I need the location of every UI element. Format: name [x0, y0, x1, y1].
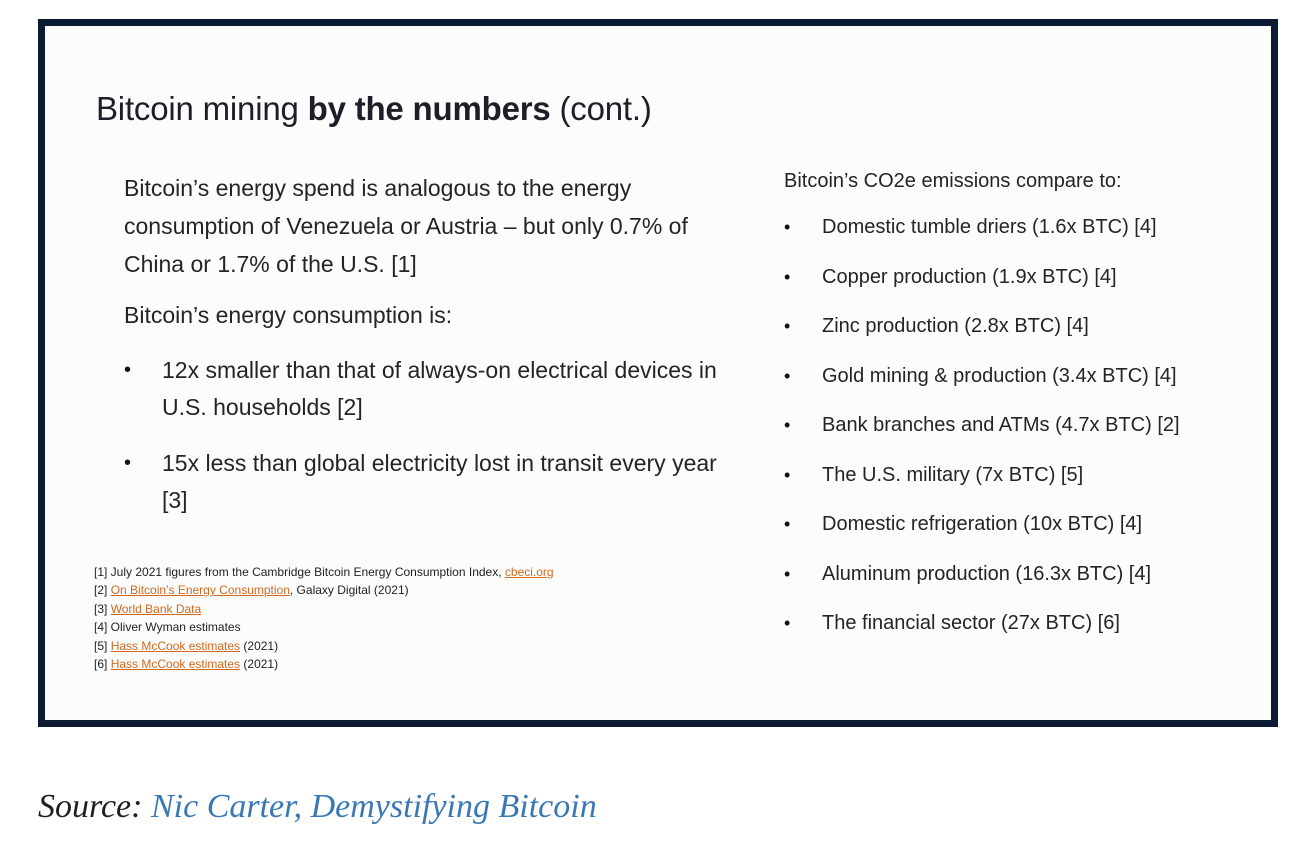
reference-item: [1] July 2021 figures from the Cambridge…	[94, 563, 734, 581]
bullet-icon: •	[784, 415, 791, 435]
energy-comparison-list: • 12x smaller than that of always-on elec…	[124, 352, 724, 538]
reference-suffix: , Galaxy Digital (2021)	[289, 583, 409, 598]
title-part-regular: Bitcoin mining	[96, 90, 308, 127]
reference-link[interactable]: World Bank Data	[110, 601, 202, 616]
list-item-text: The U.S. military (7x BTC) [5]	[822, 463, 1084, 486]
reference-text: [6]	[94, 657, 111, 672]
reference-text: [1] July 2021 figures from the Cambridge…	[94, 565, 505, 579]
reference-item: [5] Hass McCook estimates (2021)	[94, 637, 734, 655]
list-item: • Zinc production (2.8x BTC) [4]	[784, 313, 1180, 363]
list-item: • Aluminum production (16.3x BTC) [4]	[784, 561, 1180, 611]
list-item-text: 15x less than global electricity lost in…	[162, 450, 717, 513]
source-label: Source:	[38, 788, 143, 825]
list-item-text: Domestic refrigeration (10x BTC) [4]	[822, 513, 1143, 535]
list-item-text: Copper production (1.9x BTC) [4]	[822, 265, 1117, 288]
bullet-icon: •	[784, 613, 791, 633]
reference-suffix: (2021)	[240, 657, 279, 672]
bullet-icon: •	[784, 365, 791, 386]
bullet-icon: •	[784, 563, 791, 584]
title-part-suffix: (cont.)	[550, 90, 652, 127]
list-item: • Domestic tumble driers (1.6x BTC) [4]	[784, 214, 1180, 264]
title-part-bold: by the numbers	[307, 90, 551, 127]
reference-text: [5]	[94, 638, 111, 653]
list-item: • 15x less than global electricity lost i…	[124, 445, 724, 519]
emissions-comparison-list: • Domestic tumble driers (1.6x BTC) [4] •…	[784, 214, 1180, 660]
reference-item: [6] Hass McCook estimates (2021)	[94, 655, 734, 673]
reference-item: [2] On Bitcoin’s Energy Consumption, Gal…	[94, 581, 734, 599]
reference-text: [3]	[94, 601, 111, 616]
bullet-icon: •	[124, 452, 132, 474]
list-item: • Gold mining & production (3.4x BTC) [4]	[784, 363, 1180, 413]
source-link[interactable]: Nic Carter, Demystifying Bitcoin	[150, 788, 597, 825]
reference-link[interactable]: cbeci.org	[504, 565, 554, 579]
emissions-lead-text: Bitcoin’s CO2e emissions compare to:	[784, 170, 1122, 192]
reference-text: [4] Oliver Wyman estimates	[94, 620, 241, 635]
reference-link[interactable]: On Bitcoin’s Energy Consumption	[110, 583, 290, 598]
reference-link[interactable]: Hass McCook estimates	[110, 657, 241, 672]
bullet-icon: •	[784, 464, 791, 485]
energy-lead-text: Bitcoin’s energy consumption is:	[124, 302, 453, 328]
list-item-text: Domestic tumble driers (1.6x BTC) [4]	[822, 216, 1157, 238]
references: [1] July 2021 figures from the Cambridge…	[94, 563, 734, 673]
list-item: • 12x smaller than that of always-on elec…	[124, 352, 724, 426]
reference-item: [4] Oliver Wyman estimates	[94, 618, 734, 636]
list-item-text: The financial sector (27x BTC) [6]	[822, 612, 1120, 634]
list-item-text: Bank branches and ATMs (4.7x BTC) [2]	[822, 414, 1180, 436]
list-item-text: Gold mining & production (3.4x BTC) [4]	[822, 364, 1177, 387]
slide: Bitcoin mining by the numbers (cont.) Bi…	[45, 26, 1271, 720]
bullet-icon: •	[784, 217, 791, 237]
reference-item: [3] World Bank Data	[94, 600, 734, 618]
list-item: • Bank branches and ATMs (4.7x BTC) [2]	[784, 412, 1180, 462]
reference-suffix: (2021)	[240, 638, 279, 653]
intro-paragraph: Bitcoin’s energy spend is analogous to t…	[124, 175, 688, 277]
reference-link[interactable]: Hass McCook estimates	[110, 638, 241, 653]
bullet-icon: •	[784, 514, 791, 534]
bullet-icon: •	[124, 359, 132, 381]
list-item-text: 12x smaller than that of always-on elect…	[162, 357, 717, 420]
bullet-icon: •	[784, 266, 791, 287]
list-item-text: Aluminum production (16.3x BTC) [4]	[822, 562, 1152, 585]
list-item: • The U.S. military (7x BTC) [5]	[784, 462, 1180, 512]
list-item: • Domestic refrigeration (10x BTC) [4]	[784, 511, 1180, 561]
list-item-text: Zinc production (2.8x BTC) [4]	[822, 315, 1089, 337]
slide-title: Bitcoin mining by the numbers (cont.)	[96, 90, 652, 128]
list-item: • Copper production (1.9x BTC) [4]	[784, 264, 1180, 314]
bullet-icon: •	[784, 316, 791, 336]
list-item: • The financial sector (27x BTC) [6]	[784, 610, 1180, 660]
source-caption: Source: Nic Carter, Demystifying Bitcoin	[38, 788, 597, 826]
slide-frame: Bitcoin mining by the numbers (cont.) Bi…	[38, 19, 1278, 727]
reference-text: [2]	[94, 583, 111, 598]
